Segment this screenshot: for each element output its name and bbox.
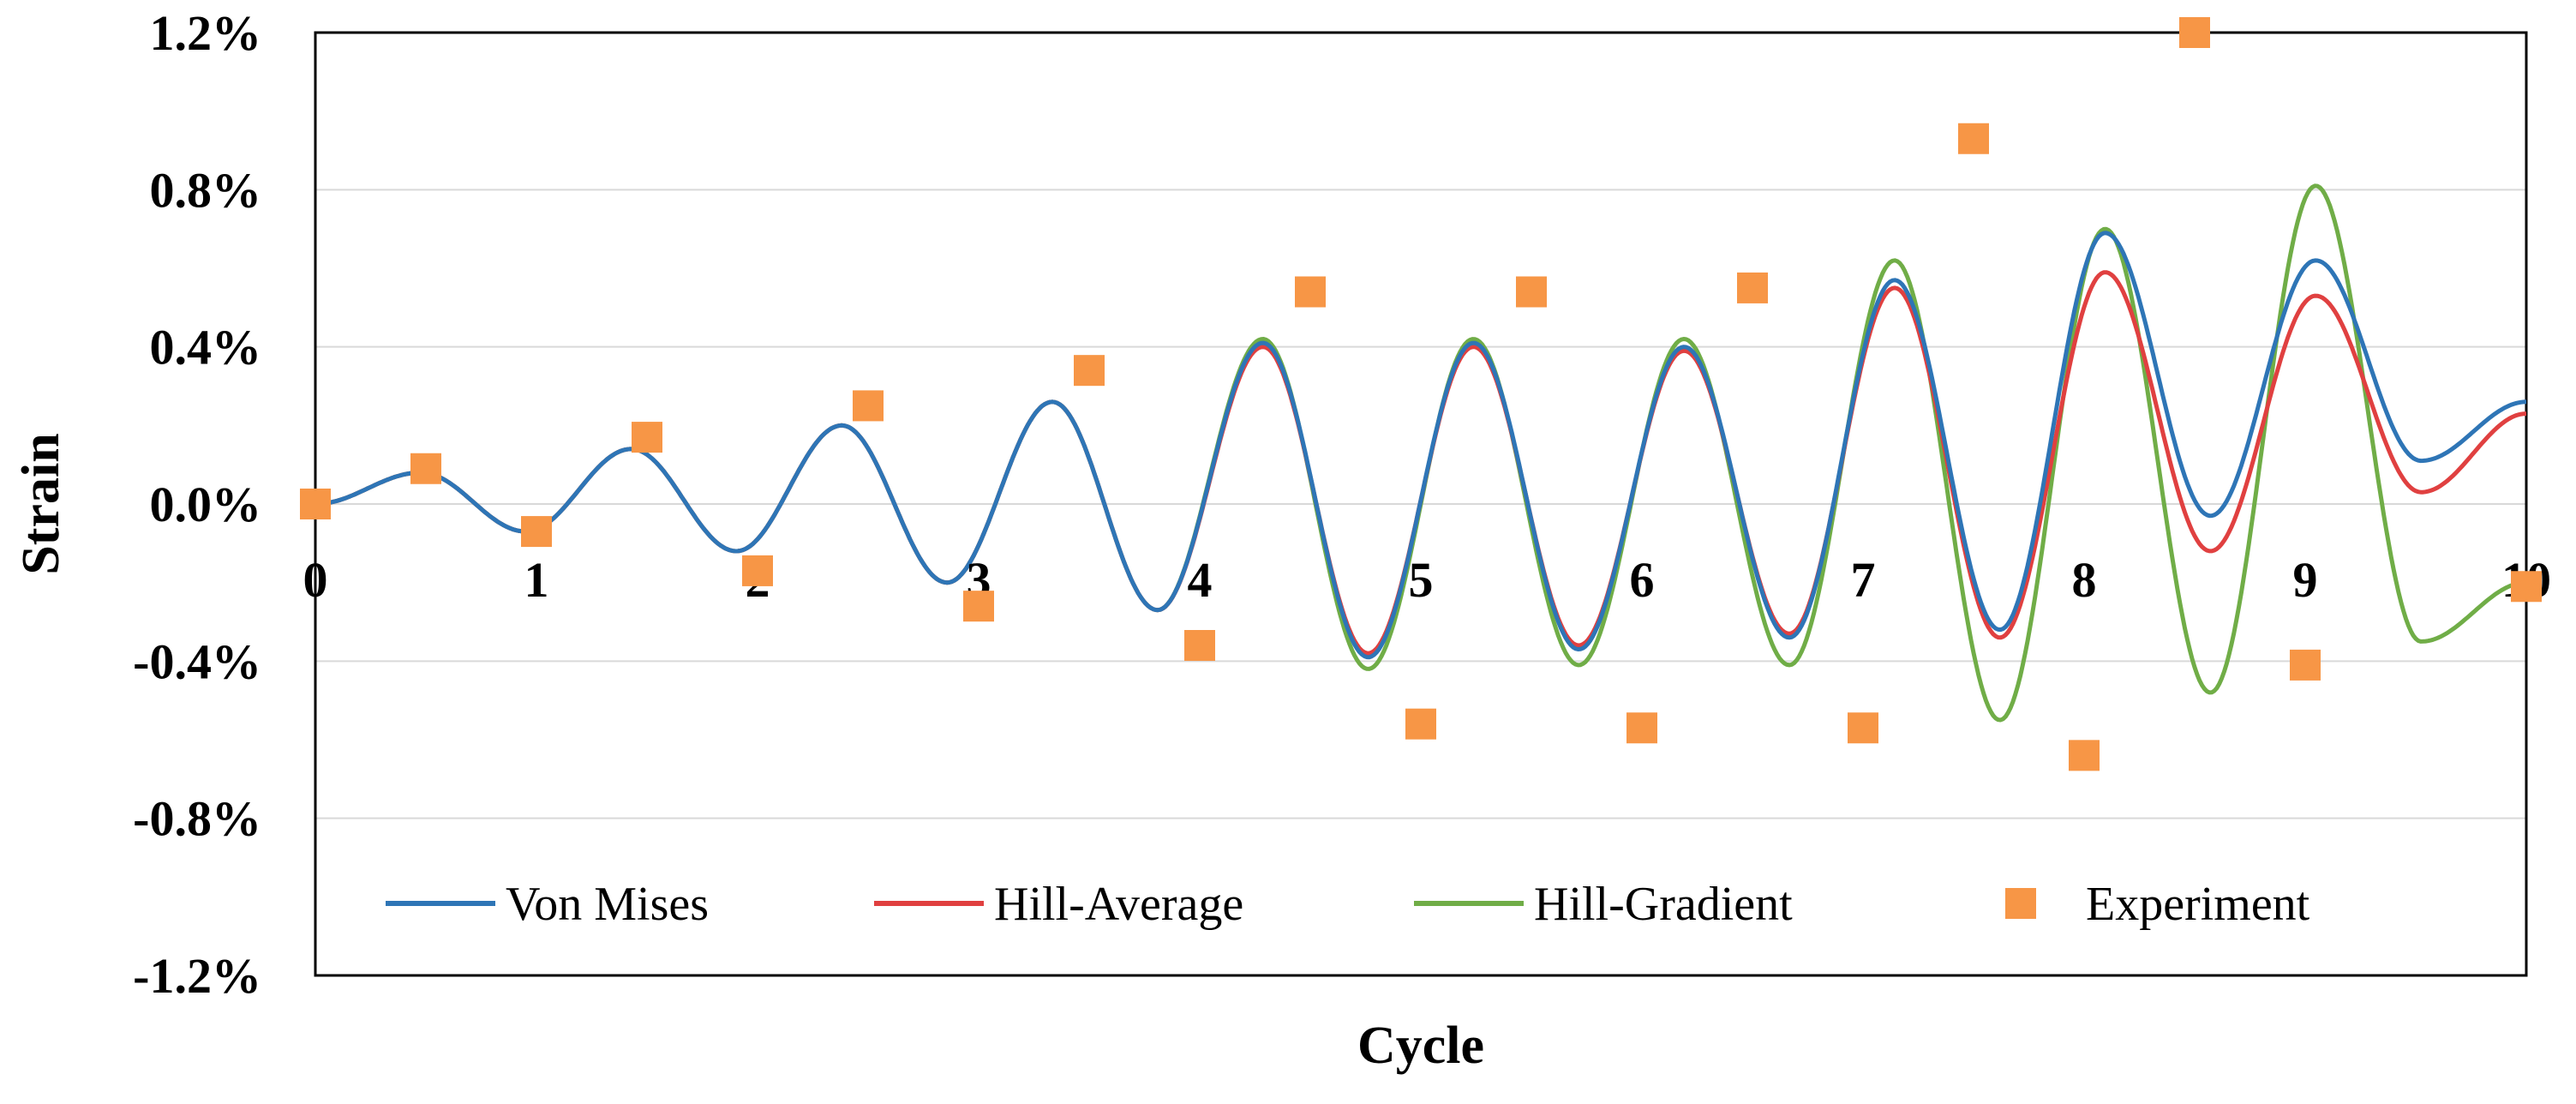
x-tick-label: 0 [303, 552, 328, 608]
y-tick-label: 1.2% [150, 5, 262, 61]
x-tick-label: 7 [1851, 552, 1876, 608]
y-tick-label: 0.8% [150, 162, 262, 218]
experiment-point [1737, 272, 1768, 303]
experiment-point [300, 489, 331, 519]
experiment-point [2511, 571, 2542, 603]
experiment-points [300, 17, 2542, 771]
x-axis-title: Cycle [1357, 1017, 1484, 1075]
y-axis-ticks: 1.2% 0.8% 0.4% 0.0% -0.4% -0.8% -1.2% [133, 5, 261, 1004]
legend-swatch-experiment [2005, 888, 2036, 919]
y-axis-title: Strain [12, 433, 70, 574]
experiment-point [521, 516, 552, 548]
experiment-point [2179, 17, 2210, 48]
experiment-point [1848, 712, 1878, 744]
experiment-point [1184, 630, 1215, 661]
experiment-point [2290, 649, 2321, 681]
legend-label-hill-gradient: Hill-Gradient [1534, 878, 1793, 931]
y-tick-label: 0.4% [150, 320, 262, 375]
legend: Von Mises Hill-Average Hill-Gradient Exp… [386, 878, 2310, 931]
experiment-point [1958, 123, 1989, 154]
experiment-point [1516, 276, 1547, 308]
experiment-point [1295, 276, 1326, 308]
experiment-point [1074, 355, 1105, 387]
x-tick-label: 4 [1188, 552, 1213, 608]
y-tick-label: -0.8% [133, 791, 261, 847]
legend-label-von-mises: Von Mises [506, 878, 709, 931]
y-tick-label: -1.2% [133, 948, 261, 1004]
experiment-point [1405, 708, 1436, 740]
legend-label-experiment: Experiment [2086, 878, 2310, 931]
y-tick-label: -0.4% [133, 633, 261, 689]
series-lines [315, 183, 2527, 723]
experiment-point [1626, 712, 1657, 744]
experiment-point [853, 390, 884, 422]
experiment-point [742, 555, 773, 586]
experiment-point [2069, 740, 2100, 771]
x-tick-label: 1 [524, 552, 549, 608]
x-axis-ticks: 012345678910 [303, 552, 2552, 608]
x-tick-label: 6 [1630, 552, 1655, 608]
legend-label-hill-average: Hill-Average [994, 878, 1243, 931]
x-tick-label: 9 [2293, 552, 2318, 608]
x-tick-label: 5 [1409, 552, 1434, 608]
experiment-point [410, 453, 441, 484]
experiment-point [963, 591, 994, 622]
y-tick-label: 0.0% [150, 477, 262, 532]
series-von-mises [315, 231, 2527, 660]
x-tick-label: 8 [2072, 552, 2097, 608]
experiment-point [632, 422, 662, 453]
